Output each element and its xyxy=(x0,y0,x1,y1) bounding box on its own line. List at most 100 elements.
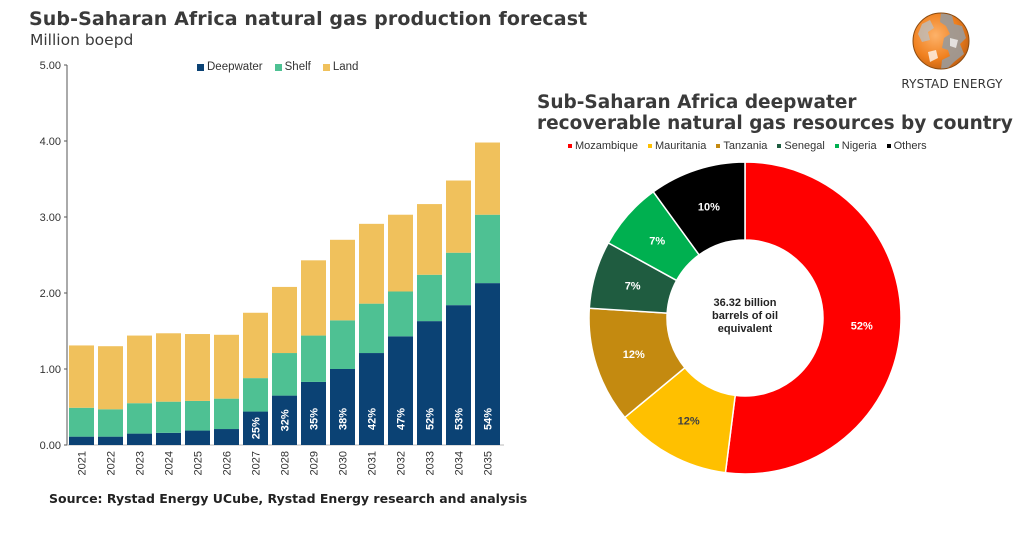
bar-deepwater-2025 xyxy=(185,430,210,445)
y-tick-label: 2.00 xyxy=(40,288,61,300)
bar-land-2029 xyxy=(301,260,326,336)
bar-deepwater-2029 xyxy=(301,381,326,445)
legend-item-mozambique: Mozambique xyxy=(568,140,638,152)
right-chart-title-line2: recoverable natural gas resources by cou… xyxy=(537,113,1013,134)
x-tick-label: 2030 xyxy=(338,451,350,475)
bar-deepwater-2024 xyxy=(156,432,181,445)
legend-swatch xyxy=(568,144,572,148)
x-tick-label: 2028 xyxy=(280,451,292,475)
legend-swatch xyxy=(647,144,652,148)
x-tick-label: 2027 xyxy=(251,451,263,475)
bar-shelf-2034 xyxy=(446,252,471,306)
bar-deepwater-2023 xyxy=(127,433,152,445)
slice-label-others: 10% xyxy=(698,202,720,214)
legend-swatch xyxy=(274,63,282,71)
bar-land-2035 xyxy=(475,142,500,215)
bar-land-2033 xyxy=(417,204,442,275)
bar-land-2021 xyxy=(69,345,94,408)
slice-label-mozambique: 52% xyxy=(851,320,873,332)
legend-item-mauritania: Mauritania xyxy=(647,140,707,152)
slice-label-mauritania: 12% xyxy=(678,416,700,428)
slice-label-senegal: 7% xyxy=(625,280,641,292)
x-tick-label: 2026 xyxy=(222,451,234,475)
rystad-globe-icon xyxy=(912,12,970,70)
slice-label-tanzania: 12% xyxy=(623,349,645,361)
x-tick-label: 2032 xyxy=(396,451,408,475)
bar-shelf-2032 xyxy=(388,291,413,337)
y-tick-label: 5.00 xyxy=(40,60,61,72)
legend-label: Mozambique xyxy=(575,140,638,152)
bar-land-2027 xyxy=(243,312,268,379)
deepwater-share-label: 25% xyxy=(251,417,263,439)
bar-land-2023 xyxy=(127,335,152,404)
bar-land-2022 xyxy=(98,346,123,410)
bar-deepwater-2033 xyxy=(417,321,442,445)
y-tick-label: 3.00 xyxy=(40,212,61,224)
bar-land-2031 xyxy=(359,223,384,304)
x-tick-label: 2034 xyxy=(454,451,466,475)
legend-label: Others xyxy=(893,140,927,152)
bar-land-2032 xyxy=(388,214,413,292)
x-tick-label: 2029 xyxy=(309,451,321,475)
bar-land-2028 xyxy=(272,286,297,354)
legend-item-shelf: Shelf xyxy=(274,61,311,73)
x-tick-label: 2022 xyxy=(106,451,118,475)
deepwater-share-label: 38% xyxy=(338,408,350,430)
bar-land-2024 xyxy=(156,333,181,402)
legend-label: Deepwater xyxy=(207,61,263,73)
donut-center-label: equivalent xyxy=(718,323,773,335)
legend-item-nigeria: Nigeria xyxy=(834,140,877,152)
y-tick-label: 1.00 xyxy=(40,364,61,376)
bar-land-2025 xyxy=(185,334,210,401)
bar-deepwater-2034 xyxy=(446,305,471,445)
deepwater-share-label: 32% xyxy=(280,409,292,431)
legend-label: Mauritania xyxy=(654,140,707,152)
slice-others xyxy=(652,161,746,256)
bar-shelf-2029 xyxy=(301,335,326,382)
legend-label: Shelf xyxy=(284,61,311,73)
legend-swatch xyxy=(716,144,721,148)
legend-swatch xyxy=(777,144,782,148)
y-tick-label: 0.00 xyxy=(40,440,61,452)
bar-shelf-2026 xyxy=(214,398,239,430)
deepwater-share-label: 47% xyxy=(396,408,408,430)
logo-text: RYSTAD ENERGY xyxy=(901,77,1003,91)
bar-land-2026 xyxy=(214,334,239,399)
deepwater-share-label: 53% xyxy=(454,408,466,430)
donut-center-label: 36.32 billion xyxy=(714,297,777,309)
x-tick-label: 2023 xyxy=(135,451,147,475)
bar-chart-legend: Deepwater Shelf Land xyxy=(197,61,358,73)
legend-swatch xyxy=(322,63,330,71)
deepwater-share-label: 35% xyxy=(309,408,321,430)
bar-deepwater-2035 xyxy=(475,283,500,445)
left-chart-title: Sub-Saharan Africa natural gas productio… xyxy=(29,8,588,30)
legend-swatch xyxy=(197,63,204,71)
bar-shelf-2028 xyxy=(272,353,297,396)
deepwater-share-label: 52% xyxy=(425,408,437,430)
legend-item-senegal: Senegal xyxy=(777,140,825,152)
deepwater-share-label: 42% xyxy=(367,408,379,430)
bar-shelf-2027 xyxy=(243,378,268,412)
right-chart-title: Sub-Saharan Africa deepwater recoverable… xyxy=(537,92,1013,134)
bar-shelf-2030 xyxy=(330,320,355,369)
bar-deepwater-2022 xyxy=(98,436,123,445)
left-chart-subtitle: Million boepd xyxy=(30,31,134,49)
legend-swatch xyxy=(886,144,891,148)
bar-shelf-2031 xyxy=(359,303,384,354)
legend-label: Land xyxy=(332,61,359,73)
legend-swatch xyxy=(834,144,839,148)
donut-chart-legend: Mozambique Mauritania Tanzania Senegal Niger… xyxy=(568,140,927,152)
legend-label: Nigeria xyxy=(841,140,877,152)
slice-mozambique xyxy=(724,161,902,475)
legend-item-land: Land xyxy=(322,61,359,73)
bar-shelf-2035 xyxy=(475,214,500,284)
x-tick-label: 2025 xyxy=(193,451,205,475)
slice-label-nigeria: 7% xyxy=(649,236,665,248)
source-note: Source: Rystad Energy UCube, Rystad Ener… xyxy=(49,491,528,506)
legend-item-deepwater: Deepwater xyxy=(197,61,263,73)
bar-deepwater-2027 xyxy=(243,411,268,445)
donut-center-label: barrels of oil xyxy=(712,310,778,322)
right-chart-title-line1: Sub-Saharan Africa deepwater xyxy=(537,92,857,113)
bar-deepwater-2026 xyxy=(214,429,239,445)
